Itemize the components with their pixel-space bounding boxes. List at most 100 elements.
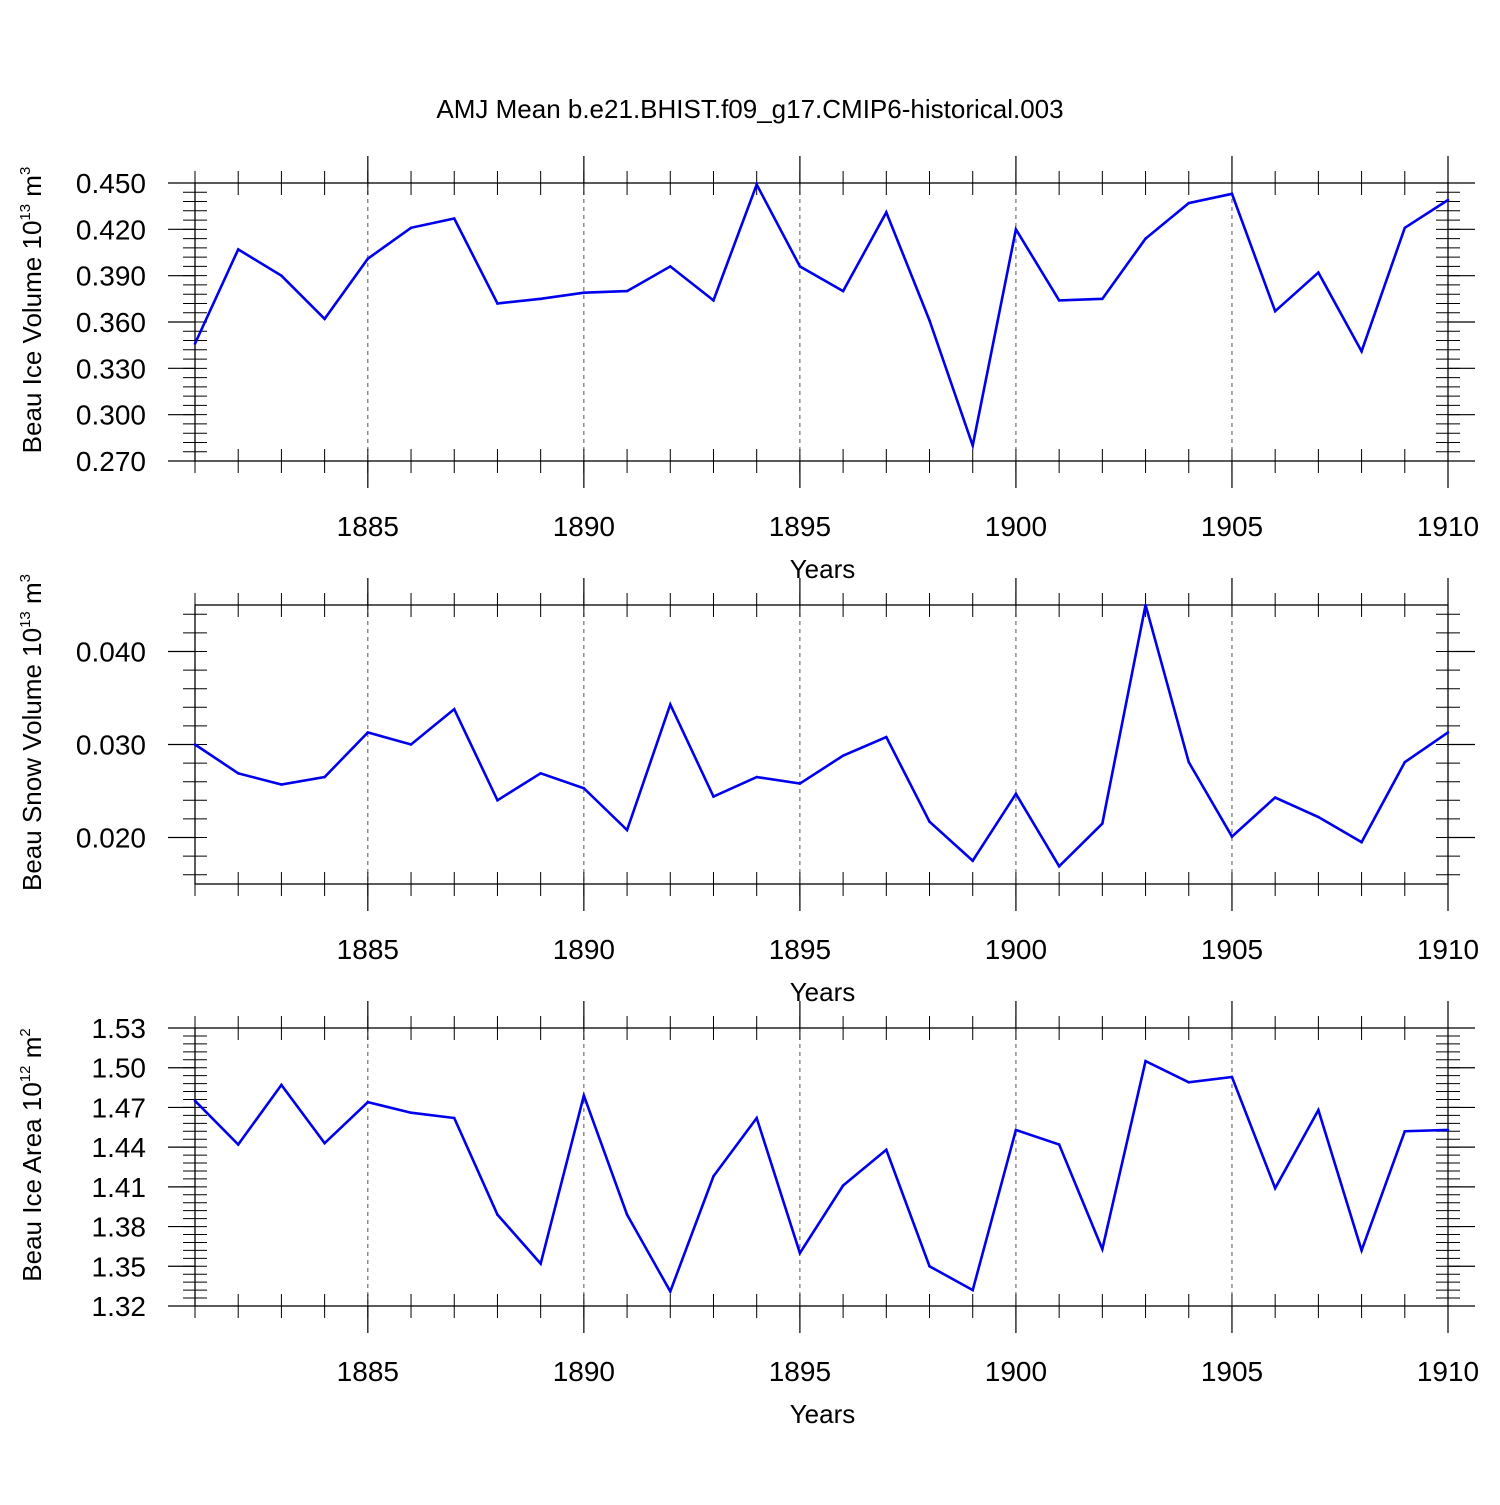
data-point [798,782,802,785]
y-tick-label: 1.35 [92,1251,147,1282]
data-point [193,342,197,345]
plot-frame [194,182,1449,462]
y-axis-label-part: m [17,1037,47,1066]
data-point [1317,1108,1320,1112]
x-tick-label: 1895 [769,511,831,542]
x-tick-label: 1900 [985,511,1047,542]
data-point [539,772,542,775]
y-tick-label: 1.38 [92,1212,147,1243]
y-axis-label-part: 13 [17,204,34,221]
plot-frame [194,604,1449,885]
x-tick-label: 1905 [1201,1356,1263,1387]
data-point [236,248,240,251]
data-point [452,1116,456,1120]
x-tick-label: 1885 [337,1356,399,1387]
x-axis-label: Years [790,554,856,584]
data-point [323,317,326,321]
data-point [668,1290,672,1293]
data-point [971,1288,975,1292]
data-point [1014,792,1018,796]
data-point [409,743,413,746]
x-tick-label: 1900 [985,1356,1047,1387]
chart-panel-1: 0.270 0.300 0.330 0.360 0.390 0.420 0.450 1885 1… [17,156,1479,584]
y-tick-label: 0.030 [76,730,146,761]
data-point [409,1111,413,1115]
data-point [1187,201,1191,205]
y-tick-label: 0.040 [76,637,146,668]
data-point [928,319,931,322]
data-point [366,1100,370,1104]
data-point [323,1141,326,1145]
series-line-1 [194,1059,1449,1295]
data-point [668,265,672,268]
data-point [1057,865,1061,868]
data-point [1446,198,1450,202]
data-point [409,226,413,230]
data-point [280,274,283,277]
data-point [582,786,586,790]
data-point [1230,835,1234,838]
chart-panel-2: 0.020 0.030 0.040 1885 1890 1895 1900 1905 1910 Y… [17,574,1479,1007]
data-point [582,291,586,294]
data-point [798,265,802,268]
data-point [1101,297,1104,301]
data-point [1360,350,1363,353]
data-point [885,735,888,739]
data-point [1144,603,1147,607]
data-point [1403,760,1407,764]
data-point [280,783,283,786]
y-tick-label: 0.420 [76,214,146,245]
data-point [1273,309,1277,313]
data-point [1144,237,1147,240]
data-point [366,731,370,734]
data-point [1230,192,1234,196]
data-point [539,1262,542,1265]
data-point [1230,1075,1234,1079]
y-axis-label-part: Beau Snow Volume 10 [17,628,47,891]
data-point [1101,822,1104,825]
data-point [496,302,499,305]
plot-frame [194,1027,1449,1307]
data-point [712,1174,715,1178]
x-tick-label: 1905 [1201,934,1263,965]
series-line-1 [193,181,1449,451]
y-tick-label: 1.44 [92,1132,147,1163]
x-tick-label: 1910 [1417,934,1479,965]
data-point [496,799,499,802]
data-point [625,828,629,832]
data-point [539,297,542,301]
data-point [1446,1128,1450,1132]
y-axis-label-part: Beau Ice Volume 10 [17,221,47,454]
data-point [755,183,758,186]
x-tick-label: 1890 [553,934,615,965]
data-point [1144,1059,1147,1063]
data-point [1360,1249,1363,1252]
data-point [1187,1080,1191,1084]
data-point [668,703,672,706]
data-point [971,444,975,447]
data-point [755,775,758,779]
data-point [193,743,197,746]
x-tick-label: 1905 [1201,511,1263,542]
data-point [1014,228,1018,231]
data-point [1446,731,1450,734]
x-tick-label: 1885 [337,511,399,542]
x-axis-label: Years [790,1399,856,1429]
y-tick-label: 0.450 [76,168,146,199]
data-point [1101,1247,1104,1251]
x-tick-label: 1895 [769,934,831,965]
data-point [971,859,975,863]
y-axis-label: Beau Snow Volume 1013 m3 [17,574,47,891]
data-point [841,754,845,757]
data-point [1317,271,1320,274]
page-title: AMJ Mean b.e21.BHIST.f09_g17.CMIP6-histo… [436,94,1063,124]
data-point [885,1148,888,1152]
data-point [928,820,931,823]
series-line-1 [194,604,1449,869]
y-tick-label: 0.390 [76,261,146,292]
y-axis-label-part: 13 [17,611,34,628]
data-point [236,1143,240,1146]
x-tick-label: 1885 [337,934,399,965]
